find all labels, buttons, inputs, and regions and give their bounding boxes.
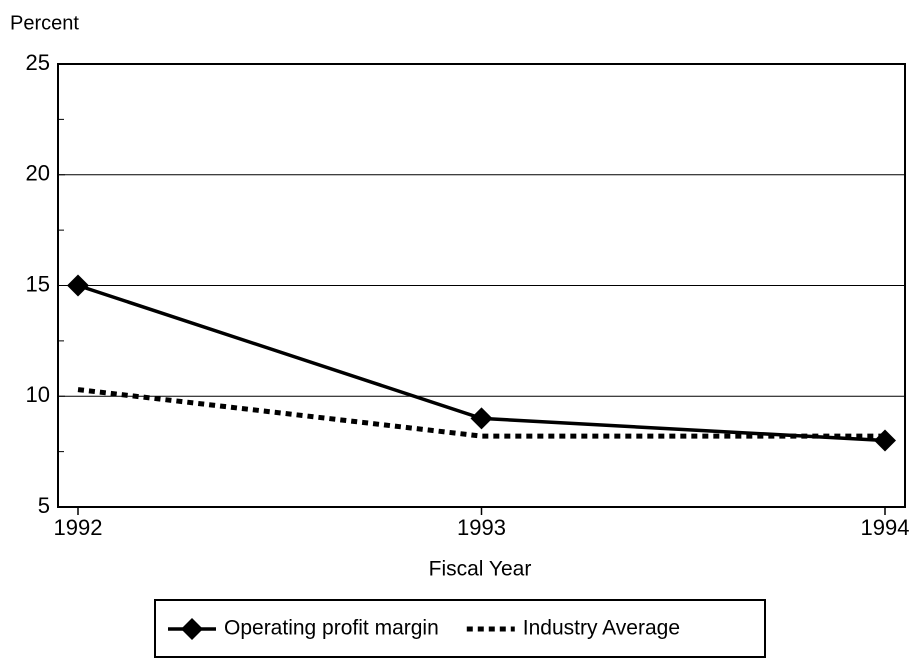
- y-tick-label: 25: [26, 50, 50, 75]
- legend-marker: [181, 618, 203, 640]
- legend-label: Industry Average: [523, 617, 680, 640]
- x-tick-label: 1993: [457, 515, 506, 540]
- y-tick-label: 5: [38, 493, 50, 518]
- legend-label: Operating profit margin: [224, 617, 439, 640]
- y-axis-label: Percent: [10, 12, 79, 34]
- y-tick-label: 10: [26, 382, 50, 407]
- x-axis-label: Fiscal Year: [429, 558, 532, 581]
- legend-box: [154, 599, 766, 658]
- marker: [874, 429, 896, 452]
- y-tick-label: 20: [26, 161, 50, 186]
- y-tick-label: 15: [26, 271, 50, 296]
- series-line: [77, 387, 885, 439]
- marker: [470, 407, 493, 430]
- x-tick-label: 1994: [861, 515, 910, 540]
- marker: [67, 274, 89, 297]
- x-tick-label: 1992: [54, 515, 103, 540]
